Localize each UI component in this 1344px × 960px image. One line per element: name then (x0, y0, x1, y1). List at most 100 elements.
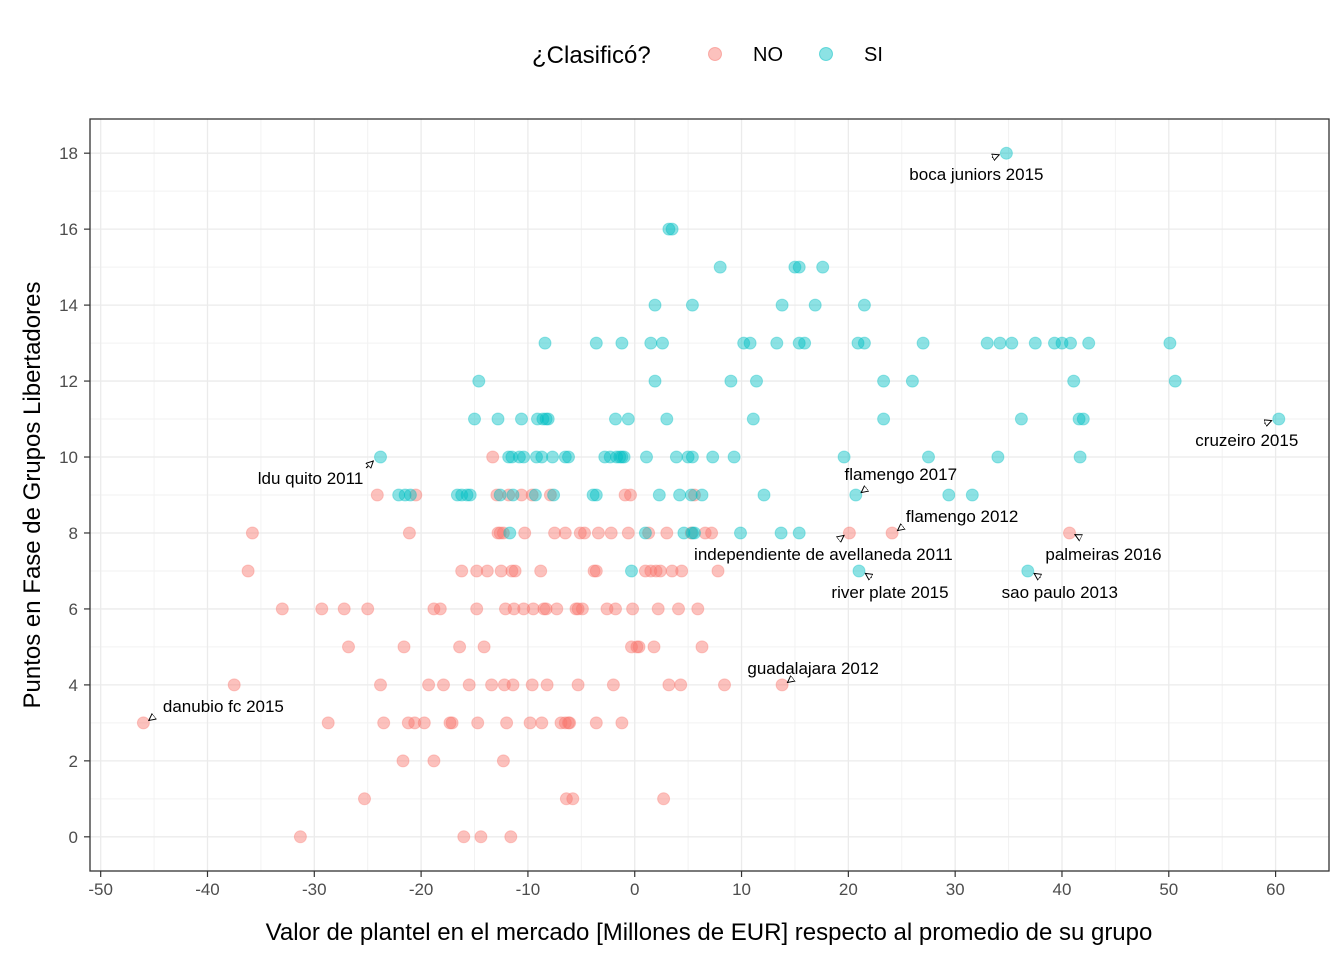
data-point-si (531, 412, 544, 426)
data-point-si (656, 336, 669, 350)
annotation-arrow (788, 678, 793, 682)
data-point-si (792, 336, 806, 350)
data-point-no (550, 602, 564, 616)
data-point-no (535, 716, 549, 730)
annotation-label: flamengo 2017 (845, 465, 957, 484)
data-point-no (427, 754, 441, 768)
data-point-no (665, 564, 679, 578)
data-point-no (409, 488, 423, 502)
data-point-no (337, 602, 351, 616)
data-point-si (562, 450, 575, 464)
data-point-no (525, 488, 539, 502)
data-point-si (472, 374, 486, 388)
y-tick-label: 6 (69, 600, 78, 619)
data-point-no (775, 678, 789, 692)
data-point-si (546, 450, 559, 464)
y-tick-label: 18 (59, 144, 78, 163)
data-point-no (615, 716, 629, 730)
data-point-no (505, 564, 519, 578)
data-point-si (685, 450, 699, 464)
data-point-si (625, 564, 638, 578)
data-point-si (1073, 450, 1087, 464)
data-point-si (539, 412, 553, 426)
data-point-no (624, 488, 637, 502)
y-tick-label: 10 (59, 448, 78, 467)
data-point-si (669, 450, 683, 464)
annotation-arrow (861, 488, 866, 492)
data-point-si (849, 488, 863, 502)
data-point-no (437, 678, 450, 692)
data-point-si (505, 450, 519, 464)
data-point-si (644, 336, 658, 350)
panel-border (89, 118, 1330, 872)
data-point-no (589, 564, 603, 578)
data-point-si (688, 526, 701, 540)
data-point-no (672, 602, 685, 616)
data-point-no (534, 564, 548, 578)
data-point-no (486, 450, 500, 464)
x-tick-label: -40 (195, 880, 220, 899)
data-point-no (374, 678, 387, 692)
annotation-label: cruzeiro 2015 (1195, 431, 1298, 450)
x-axis: -50 -40 -30 -20 -10 0 10 20 30 40 50 60 (88, 871, 1285, 899)
data-point-no (651, 602, 665, 616)
annotation-arrow (149, 716, 154, 720)
data-point-no (433, 602, 447, 616)
data-point-no (417, 716, 431, 730)
annotation-label: guadalajara 2012 (747, 659, 878, 678)
y-tick-label: 2 (69, 752, 78, 771)
y-tick-label: 0 (69, 828, 78, 847)
data-point-si (603, 450, 617, 464)
data-point-no (361, 602, 375, 616)
data-point-no (562, 716, 575, 730)
data-point-si (660, 412, 674, 426)
data-point-no (625, 640, 638, 654)
data-point-si (877, 412, 891, 426)
data-point-si (547, 488, 561, 502)
x-tick-label: 20 (839, 880, 858, 899)
data-point-no (497, 678, 511, 692)
data-point-no (485, 678, 499, 692)
data-point-si (681, 450, 695, 464)
series-si (374, 146, 1286, 578)
data-point-si (589, 336, 603, 350)
data-point-si (746, 412, 760, 426)
data-point-no (644, 564, 658, 578)
data-point-no (600, 602, 614, 616)
data-point-si (816, 260, 830, 274)
data-point-no (342, 640, 355, 654)
data-point-si (609, 412, 622, 426)
annotation-arrow (1034, 573, 1040, 577)
data-point-no (1063, 526, 1076, 540)
data-point-si (1021, 564, 1035, 578)
data-point-si (589, 488, 603, 502)
x-tick-label: 0 (630, 880, 639, 899)
data-point-no (245, 526, 259, 540)
data-point-si (737, 336, 751, 350)
legend-title: ¿Clasificó? (532, 42, 651, 69)
data-point-si (1067, 374, 1081, 388)
data-point-no (563, 716, 577, 730)
legend: ¿Clasificó? NO SI (532, 42, 883, 69)
data-point-si (491, 412, 505, 426)
data-point-no (630, 640, 644, 654)
data-point-si (905, 374, 919, 388)
x-tick-label: -30 (302, 880, 327, 899)
annotation-label: ldu quito 2011 (258, 469, 364, 488)
annotation-label: flamengo 2012 (906, 507, 1018, 526)
data-point-no (474, 830, 488, 844)
data-point-no (718, 678, 731, 692)
data-point-si (517, 450, 531, 464)
y-tick-label: 14 (59, 296, 78, 315)
data-point-si (613, 450, 627, 464)
data-point-si (713, 260, 727, 274)
data-point-no (642, 526, 656, 540)
annotation-label: sao paulo 2013 (1002, 583, 1118, 602)
y-tick-label: 4 (69, 676, 78, 695)
data-point-no (537, 602, 551, 616)
data-point-no (517, 602, 531, 616)
data-point-no (711, 564, 725, 578)
data-point-si (1163, 336, 1177, 350)
data-point-si (877, 374, 891, 388)
data-point-si (610, 450, 624, 464)
